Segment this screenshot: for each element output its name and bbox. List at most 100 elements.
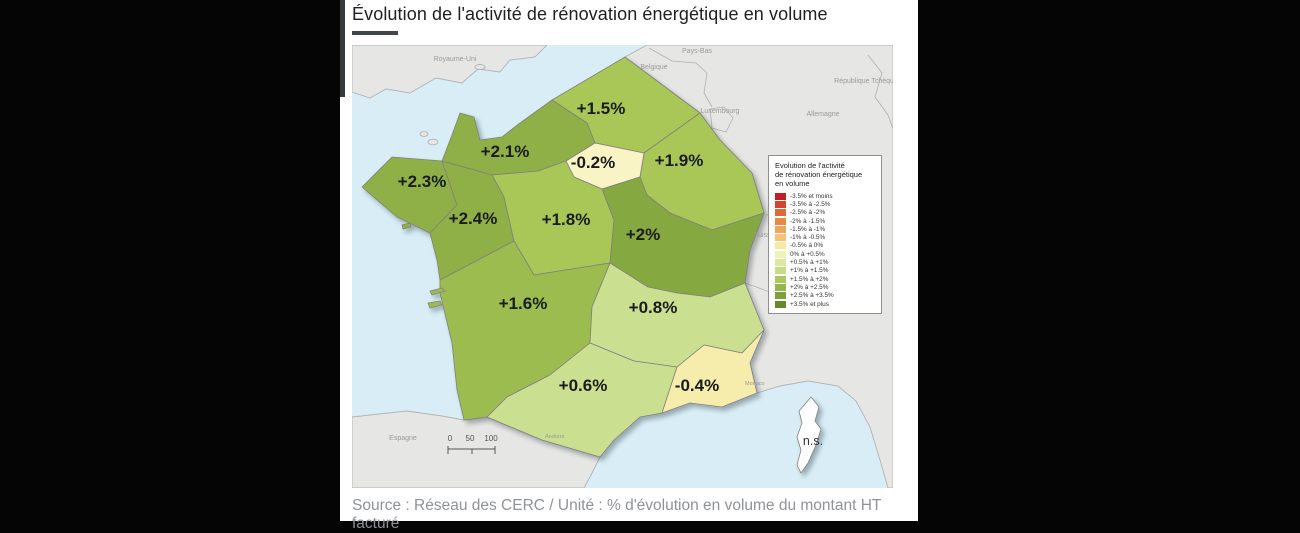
legend-row: -0.5% à 0% [775,242,877,250]
legend-row: +1% à +1.5% [775,267,877,275]
content-panel: Évolution de l'activité de rénovation én… [340,0,918,532]
page-title: Évolution de l'activité de rénovation én… [352,4,828,24]
legend-swatch [775,209,786,217]
legend-label: +3.5% et plus [790,300,829,308]
legend-label: -1.5% à -1% [790,225,826,233]
value-normandie: +2.1% [481,142,530,161]
legend-label: +2% à +2.5% [790,283,829,291]
map-legend: Evolution de l'activité de rénovation én… [768,155,882,315]
region-corse [796,396,822,474]
island-guernsey [427,138,439,146]
border-be-de [703,72,713,108]
legend-row: -1% à -0.5% [775,233,877,242]
window-edge [340,0,345,97]
value-pays-de-la-loire: +2.4% [449,209,498,228]
label-andorre: Andorre [545,434,565,440]
region-occitanie [486,342,678,458]
legend-swatch [775,275,786,283]
label-belgique: Belgique [640,64,667,71]
legend-row: +2% à +2.5% [775,283,877,291]
label-republique-tcheque: République Tchèque [834,78,893,85]
choropleth-map: Royaume-Uni Pays-Bas Belgique Luxembourg… [352,45,893,488]
island-belle-ile [401,222,412,230]
legend-title-line: en volume [775,179,810,188]
border-de-cz [867,54,893,130]
border-nl-be [648,47,708,74]
value-nouvelle-aquitaine: +1.6% [499,294,548,313]
value-bourgogne-franche-comte: +2% [626,225,661,244]
title-underline [352,31,398,35]
legend-items: -3.5% et moins -3.5% à -2.5% -2.5% à -2%… [775,192,877,308]
label-luxembourg: Luxembourg [701,108,740,115]
legend-swatch [775,283,786,291]
label-royaume-uni: Royaume-Uni [434,56,477,63]
scale-ruler [447,446,496,454]
legend-label: -2% à -1.5% [790,217,826,225]
label-pays-bas: Pays-Bas [682,48,712,55]
scale-50: 50 [466,434,475,443]
label-suisse: Suisse [753,232,774,239]
legend-swatch [775,192,786,200]
label-allemagne: Allemagne [806,111,839,118]
legend-swatch [775,234,786,242]
value-provence-alpes-cote-d-azur: -0.4% [675,376,719,395]
border-luxembourg [709,106,734,133]
country-labels: Royaume-Uni Pays-Bas Belgique Luxembourg… [389,48,893,442]
scale-100: 100 [484,434,498,443]
source-caption: Source : Réseau des CERC / Unité : % d'é… [352,497,882,532]
legend-row: +3.5% et plus [775,300,877,308]
legend-row: +1.5% à +2% [775,275,877,283]
legend-swatch [775,300,786,308]
legend-swatch [775,225,786,233]
legend-label: +0.5% à +1% [790,259,829,267]
legend-title-line: Evolution de l'activité [775,161,845,170]
legend-row: -3.5% et moins [775,192,877,200]
value-occitanie: +0.6% [559,376,608,395]
value-hauts-de-france: +1.5% [577,99,626,118]
value-ile-de-france: -0.2% [571,153,615,172]
legend-row: -3.5% à -2.5% [775,200,877,208]
legend-swatch [775,259,786,267]
france-regions [361,56,822,474]
legend-label: -2.5% à -2% [790,209,826,217]
legend-label: +1.5% à +2% [790,275,829,283]
scale-bar: 0 50 100 [447,434,498,454]
value-auvergne-rhone-alpes: +0.8% [629,298,678,317]
region-provence-alpes-cote-d-azur [661,329,765,414]
value-grand-est: +1.9% [655,151,704,170]
legend-title-line: de rénovation énergétique [775,170,863,179]
label-monaco: Monaco [745,381,765,387]
legend-label: +1% à +1.5% [790,267,829,275]
legend-row: -1.5% à -1% [775,225,877,233]
legend-row: +2.5% à +3.5% [775,292,877,300]
island-oleron [427,300,443,309]
value-bretagne: +2.3% [398,172,447,191]
value-centre-val-de-loire: +1.8% [542,210,591,229]
legend-label: -1% à -0.5% [790,234,826,242]
label-espagne: Espagne [389,435,417,442]
legend-swatch [775,242,786,250]
legend-swatch [775,200,786,208]
legend-row: 0% à +0.5% [775,250,877,258]
legend-row: -2% à -1.5% [775,217,877,225]
value-corse: n.s. [803,434,823,448]
legend-label: -0.5% à 0% [790,242,824,250]
region-value-labels: +1.5% +2.1% -0.2% +1.9% +2.3% +2.4% +1.8… [398,99,823,448]
legend-row: +0.5% à +1% [775,258,877,267]
legend-title: Evolution de l'activité de rénovation én… [775,161,877,188]
legend-label: -3.5% à -2.5% [790,200,831,208]
island-uk-small [474,64,486,70]
legend-label: -3.5% et moins [790,192,833,200]
legend-swatch [775,267,786,275]
island-jersey [419,131,429,137]
legend-swatch [775,292,786,300]
legend-row: -2.5% à -2% [775,209,877,217]
scale-0: 0 [448,434,453,443]
island-re [429,287,446,296]
legend-swatch [775,217,786,225]
legend-label: 0% à +0.5% [790,250,825,258]
legend-swatch [775,250,786,258]
land-uk [352,45,548,99]
legend-label: +2.5% à +3.5% [790,292,834,300]
